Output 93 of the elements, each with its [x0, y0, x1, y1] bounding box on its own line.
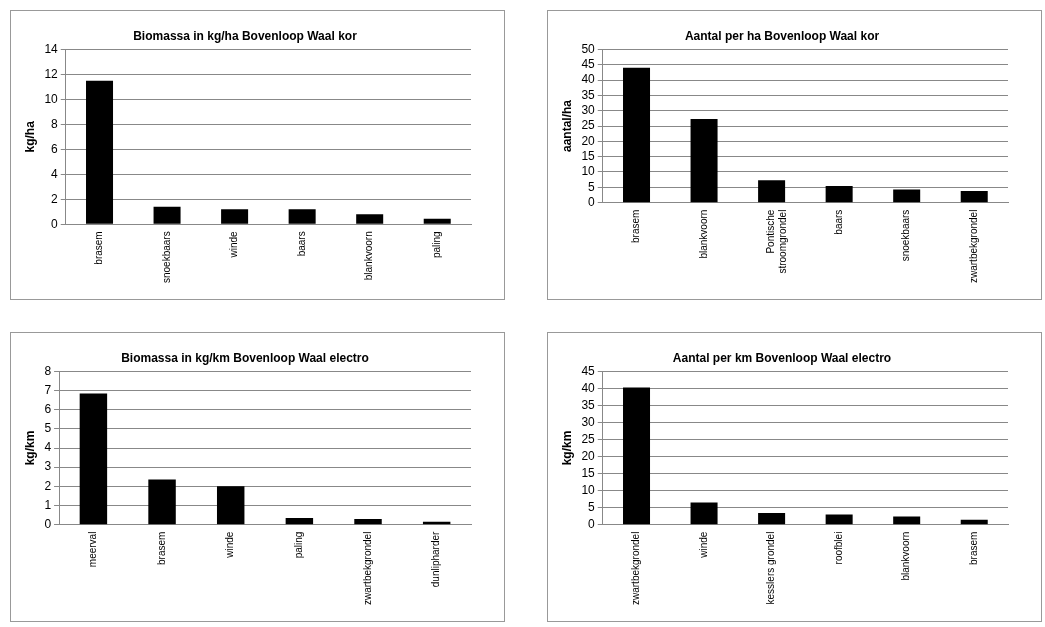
y-tick-label: 2	[44, 478, 52, 493]
bar	[758, 513, 786, 525]
bar	[216, 486, 245, 525]
chart-title: Aantal per km Bovenloop Waal electro	[672, 350, 892, 365]
x-tick-label: brasem	[630, 209, 642, 243]
bar	[356, 214, 384, 224]
y-tick-label: 25	[581, 118, 596, 133]
x-tick-label: snoekbaars	[160, 231, 172, 283]
bar	[354, 518, 382, 525]
bar	[623, 67, 651, 203]
bar	[690, 118, 718, 203]
y-tick-label: 45	[581, 57, 596, 72]
y-tick-label: 5	[44, 421, 52, 436]
y-tick-label: 30	[581, 103, 596, 117]
y-tick-label: 8	[44, 363, 52, 378]
y-tick-label: 15	[581, 148, 596, 163]
bar	[221, 209, 249, 224]
bar	[893, 189, 921, 203]
x-tick-label: Pontische stroomgrondel	[765, 209, 789, 274]
bar	[758, 180, 786, 203]
y-tick-label: 35	[581, 87, 596, 102]
x-tick-label: kesslers grondel	[765, 531, 777, 605]
bar	[86, 80, 114, 224]
y-tick-label: 4	[51, 166, 59, 181]
bar	[960, 519, 988, 525]
y-tick-label: 7	[44, 382, 52, 397]
y-tick-label: 35	[581, 397, 596, 412]
bar	[79, 393, 108, 525]
y-axis-title: kg/km	[559, 430, 574, 466]
bar	[153, 206, 181, 224]
x-tick-label: blankvoorn	[363, 231, 375, 281]
chart-title: Biomassa in kg/ha Bovenloop Waal kor	[133, 28, 358, 43]
x-tick-label: meerval	[87, 531, 99, 568]
x-tick-label: roofblei	[832, 531, 844, 565]
y-tick-label: 1	[44, 497, 52, 512]
y-tick-label: 12	[44, 66, 59, 81]
y-tick-label: 40	[581, 72, 596, 87]
chart-title: Aantal per ha Bovenloop Waal kor	[684, 28, 880, 43]
bar	[288, 209, 316, 224]
x-tick-label: paling	[293, 531, 305, 559]
bar	[825, 514, 853, 525]
x-tick-label: snoekbaars	[900, 209, 912, 262]
x-tick-label: baars	[832, 209, 844, 235]
bar	[148, 479, 176, 525]
y-tick-label: 45	[581, 363, 596, 378]
y-tick-label: 5	[588, 179, 596, 194]
y-tick-label: 0	[588, 194, 596, 209]
y-tick-label: 30	[581, 414, 596, 429]
bar	[960, 190, 988, 203]
y-tick-label: 4	[44, 440, 52, 455]
x-tick-label: zwartbekgrondel	[967, 209, 979, 283]
y-tick-label: 50	[581, 41, 596, 56]
chart-title: Biomassa in kg/km Bovenloop Waal electro	[121, 350, 369, 365]
y-tick-label: 0	[588, 516, 596, 531]
y-axis-title: aantal/ha	[559, 99, 574, 153]
bar	[690, 502, 718, 525]
y-tick-label: 5	[588, 499, 596, 514]
x-tick-label: blankvoorn	[697, 209, 709, 259]
y-tick-label: 20	[581, 133, 596, 148]
y-tick-label: 10	[581, 482, 596, 497]
x-tick-label: zwartbekgrondel	[361, 531, 373, 605]
x-tick-label: paling	[430, 231, 442, 258]
y-tick-label: 25	[581, 431, 596, 446]
y-tick-label: 6	[44, 402, 52, 417]
bar	[893, 516, 921, 525]
bar	[423, 218, 451, 224]
x-tick-label: winde	[697, 531, 709, 559]
x-tick-label: zwartbekgrondel	[630, 531, 642, 605]
x-tick-label: baars	[295, 231, 307, 257]
y-axis-title: kg/km	[22, 430, 37, 466]
x-tick-label: blankvoorn	[900, 531, 912, 581]
x-tick-label: dunlipharder	[430, 530, 442, 588]
bar	[623, 387, 651, 525]
bar	[825, 186, 853, 203]
x-tick-label: winde	[228, 230, 240, 259]
y-tick-label: 15	[581, 465, 596, 480]
y-axis-title: kg/ha	[22, 120, 37, 153]
y-tick-label: 14	[44, 41, 59, 56]
x-tick-label: brasem	[93, 231, 105, 265]
y-tick-label: 40	[581, 380, 596, 395]
y-tick-label: 10	[44, 91, 59, 106]
y-tick-label: 8	[51, 116, 59, 131]
x-tick-label: brasem	[155, 531, 167, 565]
y-tick-label: 0	[51, 216, 59, 231]
bar	[285, 517, 314, 525]
x-tick-label: brasem	[967, 531, 979, 565]
y-tick-label: 2	[51, 191, 59, 206]
y-tick-label: 3	[44, 459, 52, 474]
y-tick-label: 20	[581, 448, 596, 463]
y-tick-label: 10	[581, 164, 596, 179]
y-tick-label: 0	[44, 516, 52, 531]
x-tick-label: winde	[224, 531, 236, 559]
y-tick-label: 6	[51, 141, 59, 156]
